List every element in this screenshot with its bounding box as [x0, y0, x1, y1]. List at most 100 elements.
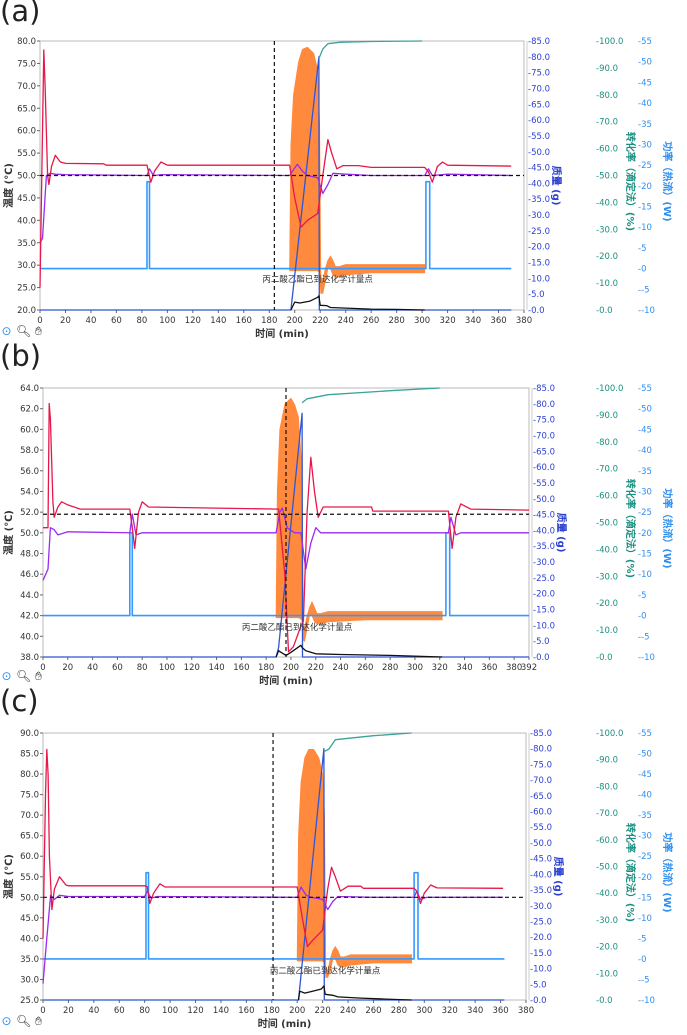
- mass-tick-label: -55.0: [530, 823, 552, 833]
- power-axis-title: 功率（热流）(W): [661, 488, 674, 568]
- y-tick-label: 38.0: [20, 653, 39, 663]
- black-line: [275, 644, 443, 658]
- y-tick-label: 90.0: [20, 729, 39, 739]
- conversion-tick-label: -30.0: [596, 225, 618, 235]
- reactor-line: [43, 402, 530, 653]
- x-tick-label: 300: [416, 1006, 432, 1016]
- power-tick-label: -15: [638, 550, 652, 560]
- conversion-tick-label: -80.0: [596, 782, 618, 792]
- conversion-tick-label: -70.0: [596, 809, 618, 819]
- chart-a: 20.0 25.0 30.0 35.0 40.0 45.0 50.0 55.0 60.0 65.0…: [2, 37, 674, 340]
- heat-flow-band: [275, 397, 443, 643]
- black-line: [297, 985, 412, 1001]
- hand-icon[interactable]: ✋︎: [35, 669, 42, 683]
- x-tick-label: 320: [442, 1006, 458, 1016]
- power-axis-title: 功率（热流）(W): [661, 141, 674, 221]
- y-tick-label: 35.0: [17, 239, 36, 249]
- power-tick-label: -15: [638, 203, 652, 213]
- crosshair-icon[interactable]: ⊙: [1, 324, 12, 338]
- y-tick-label: 46.0: [20, 570, 39, 580]
- conversion-tick-label: -0.0: [596, 306, 613, 316]
- conversion-line: [323, 732, 412, 753]
- mass-tick-label: -45.0: [530, 855, 552, 865]
- x-tick-label: 40: [87, 663, 98, 673]
- magnifier-icon[interactable]: 🔍︎: [16, 669, 32, 683]
- mass-tick-label: -0.0: [530, 996, 547, 1006]
- x-tick-label: 0: [37, 316, 42, 326]
- conversion-line: [318, 40, 423, 59]
- power-tick-label: -55: [638, 384, 652, 394]
- power-tick-label: -40: [638, 99, 652, 109]
- x-tick-label: 360: [492, 1006, 508, 1016]
- y-tick-label: 30.0: [17, 261, 36, 271]
- x-tick-label: 220: [315, 1006, 331, 1016]
- y-tick-label: 60.0: [20, 425, 39, 435]
- x-tick-label: 100: [159, 316, 175, 326]
- x-tick-label: 40: [88, 1006, 99, 1016]
- power-tick-label: -25: [638, 852, 652, 862]
- mass-tick-label: -0.0: [528, 306, 545, 316]
- x-tick-label: 200: [283, 663, 299, 673]
- power-tick-label: --5: [638, 632, 650, 642]
- magnifier-icon[interactable]: 🔍︎: [16, 324, 32, 338]
- conversion-line: [301, 387, 440, 404]
- power-tick-label: --5: [638, 285, 650, 295]
- y-tick-label: 60.0: [17, 127, 36, 137]
- crosshair-icon[interactable]: ⊙: [1, 1014, 12, 1028]
- x-tick-label: 60: [111, 316, 122, 326]
- chart-toolbar: ⊙ 🔍︎ ✋︎: [0, 1014, 45, 1029]
- y-tick-label: 64.0: [20, 384, 39, 394]
- power-tick-label: -35: [638, 811, 652, 821]
- dosing_power-line: [43, 532, 529, 617]
- mass-tick-label: -25.0: [530, 917, 552, 927]
- y-tick-label: 42.0: [20, 612, 39, 622]
- x-tick-label: 280: [389, 316, 405, 326]
- y-tick-label: 40.0: [20, 934, 39, 944]
- conversion-tick-label: -70.0: [596, 465, 618, 475]
- conversion-axis-title: 转化率（滴定法）(%): [624, 823, 637, 922]
- stoichiometric-point-annotation: 丙二酸乙酯已到达化学计量点: [262, 274, 373, 285]
- hand-icon[interactable]: ✋︎: [35, 324, 42, 338]
- panel-c: 25.0 30.0 35.0 40.0 45.0 50.0 55.0 60.0 65.0 70.0…: [0, 684, 687, 1035]
- conversion-tick-label: -50.0: [596, 519, 618, 529]
- y-tick-label: 40.0: [20, 632, 39, 642]
- x-tick-label: 20: [60, 316, 71, 326]
- mass-axis-title: 质量 (g): [550, 166, 563, 206]
- mass-tick-label: -30.0: [528, 211, 550, 221]
- x-tick-label: 340: [467, 1006, 483, 1016]
- mass-line: [43, 748, 505, 1001]
- mass-line: [40, 56, 512, 311]
- magnifier-icon[interactable]: 🔍︎: [16, 1014, 32, 1028]
- x-tick-label: 340: [456, 663, 472, 673]
- power-tick-label: -0: [638, 612, 646, 622]
- x-tick-label: 180: [258, 663, 274, 673]
- crosshair-icon[interactable]: ⊙: [1, 669, 12, 683]
- power-tick-label: -30: [638, 140, 652, 150]
- y-tick-label: 45.0: [20, 914, 39, 924]
- y-tick-label: 40.0: [17, 216, 36, 226]
- power-tick-label: -5: [638, 934, 646, 944]
- x-tick-label: 0: [40, 663, 45, 673]
- conversion-tick-label: -50.0: [596, 172, 618, 182]
- conversion-tick-label: -100.0: [596, 729, 623, 739]
- conversion-tick-label: -100.0: [596, 384, 623, 394]
- mass-tick-label: -80.0: [528, 53, 550, 63]
- reactor-line: [42, 748, 504, 948]
- mass-tick-label: -65.0: [530, 792, 552, 802]
- y-tick-label: 30.0: [20, 975, 39, 985]
- x-tick-label: 180: [264, 1006, 280, 1016]
- panel-label: (b): [0, 339, 42, 373]
- x-tick-label: 20: [62, 663, 73, 673]
- mass-tick-label: -60.0: [530, 808, 552, 818]
- power-tick-label: --5: [638, 975, 650, 985]
- y-tick-label: 50.0: [20, 529, 39, 539]
- conversion-tick-label: -20.0: [596, 599, 618, 609]
- mass-tick-label: -50.0: [533, 495, 555, 505]
- power-tick-label: -45: [638, 770, 652, 780]
- jacket-line: [39, 163, 512, 244]
- x-tick-label: 220: [308, 663, 324, 673]
- hand-icon[interactable]: ✋︎: [35, 1014, 42, 1028]
- mass-tick-label: -15.0: [530, 949, 552, 959]
- chart-b: 38.0 40.0 42.0 44.0 46.0 48.0 50.0 52.0 54.0 56.0…: [2, 384, 674, 687]
- power-tick-label: -20: [638, 873, 652, 883]
